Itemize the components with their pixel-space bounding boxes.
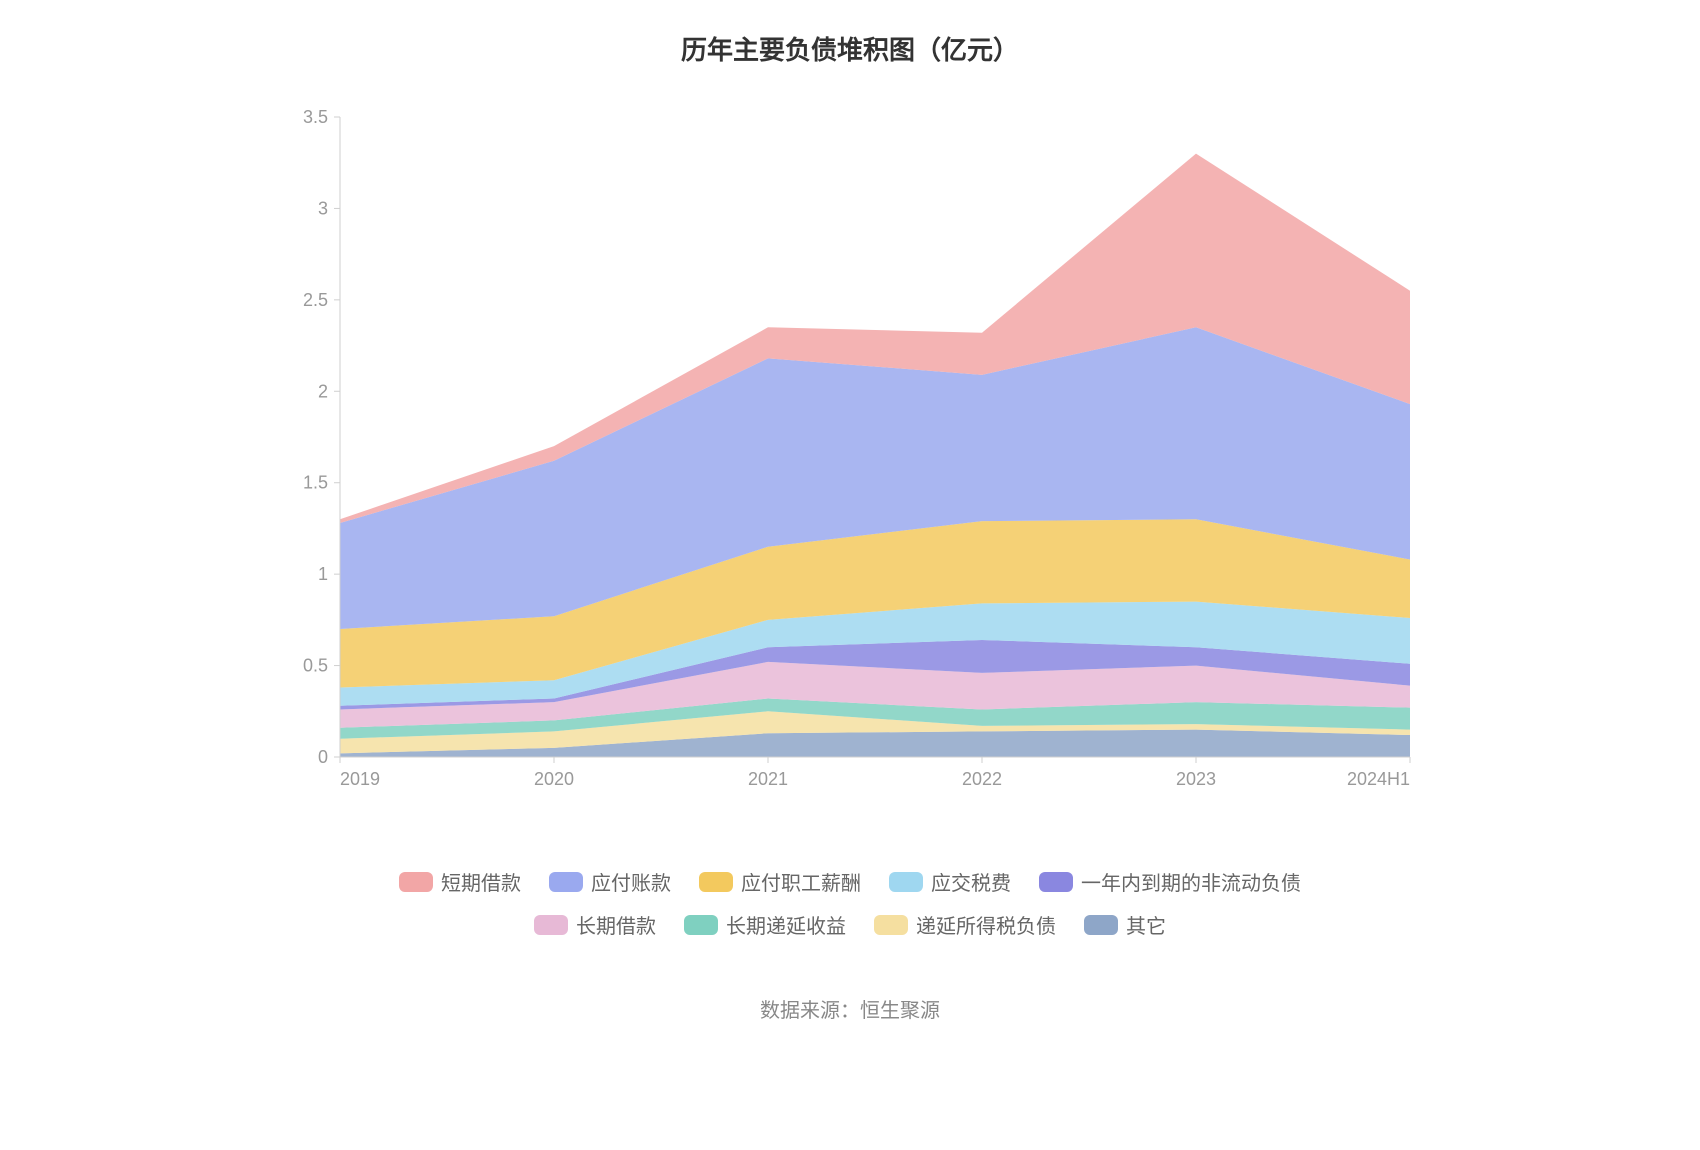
y-axis-tick-label: 2 [318,381,328,401]
legend-label: 应交税费 [931,867,1011,896]
chart-svg: 0 0.5 1 1.5 2 2.5 3 3.5 2019 2020 2021 2022 2023 2024… [280,97,1420,797]
source-name: 恒生聚源 [860,1000,940,1022]
y-axis-tick-label: 0.5 [303,656,328,676]
x-axis-tick-label: 2021 [748,769,788,789]
x-axis-tick-label: 2019 [340,769,380,789]
legend-row: 长期借款 长期递延收益 递延所得税负债 其它 [534,910,1166,939]
x-axis-tick-label: 2022 [962,769,1002,789]
legend-item[interactable]: 应付账款 [549,867,671,896]
legend-label: 其它 [1126,910,1166,939]
y-axis-tick-label: 3 [318,198,328,218]
legend-swatch [1039,872,1073,892]
legend-item[interactable]: 一年内到期的非流动负债 [1039,867,1301,896]
legend-label: 短期借款 [441,867,521,896]
legend-label: 应付账款 [591,867,671,896]
y-axis-tick-label: 3.5 [303,107,328,127]
chart-title: 历年主要负债堆积图（亿元） [0,30,1700,67]
chart-data-source: 数据来源：恒生聚源 [0,994,1700,1023]
y-axis-tick-label: 2.5 [303,290,328,310]
x-axis-tick-label: 2024H1 [1347,769,1410,789]
legend-swatch [534,915,568,935]
legend-label: 长期递延收益 [726,910,846,939]
x-axis-tick-label: 2023 [1176,769,1216,789]
source-prefix: 数据来源： [760,1000,860,1022]
y-axis-tick-label: 1 [318,564,328,584]
chart-legend: 短期借款 应付账款 应付职工薪酬 应交税费 一年内到期的非流动负债长期借款 长期递延收益 递… [0,867,1700,939]
legend-label: 一年内到期的非流动负债 [1081,867,1301,896]
legend-item[interactable]: 长期递延收益 [684,910,846,939]
legend-swatch [889,872,923,892]
y-axis-tick-label: 1.5 [303,473,328,493]
legend-item[interactable]: 长期借款 [534,910,656,939]
page-root: 历年主要负债堆积图（亿元） 0 0.5 1 1.5 2 2.5 3 3.5 2019 2020 20… [0,0,1700,1150]
x-axis-tick-label: 2020 [534,769,574,789]
legend-label: 递延所得税负债 [916,910,1056,939]
legend-swatch [399,872,433,892]
legend-swatch [549,872,583,892]
legend-row: 短期借款 应付账款 应付职工薪酬 应交税费 一年内到期的非流动负债 [399,867,1301,896]
stacked-area-chart: 0 0.5 1 1.5 2 2.5 3 3.5 2019 2020 2021 2022 2023 2024… [280,97,1420,797]
y-axis-tick-label: 0 [318,747,328,767]
legend-swatch [1084,915,1118,935]
legend-item[interactable]: 应交税费 [889,867,1011,896]
legend-item[interactable]: 其它 [1084,910,1166,939]
legend-swatch [699,872,733,892]
legend-label: 应付职工薪酬 [741,867,861,896]
legend-item[interactable]: 递延所得税负债 [874,910,1056,939]
legend-label: 长期借款 [576,910,656,939]
legend-swatch [874,915,908,935]
legend-item[interactable]: 应付职工薪酬 [699,867,861,896]
legend-swatch [684,915,718,935]
legend-item[interactable]: 短期借款 [399,867,521,896]
